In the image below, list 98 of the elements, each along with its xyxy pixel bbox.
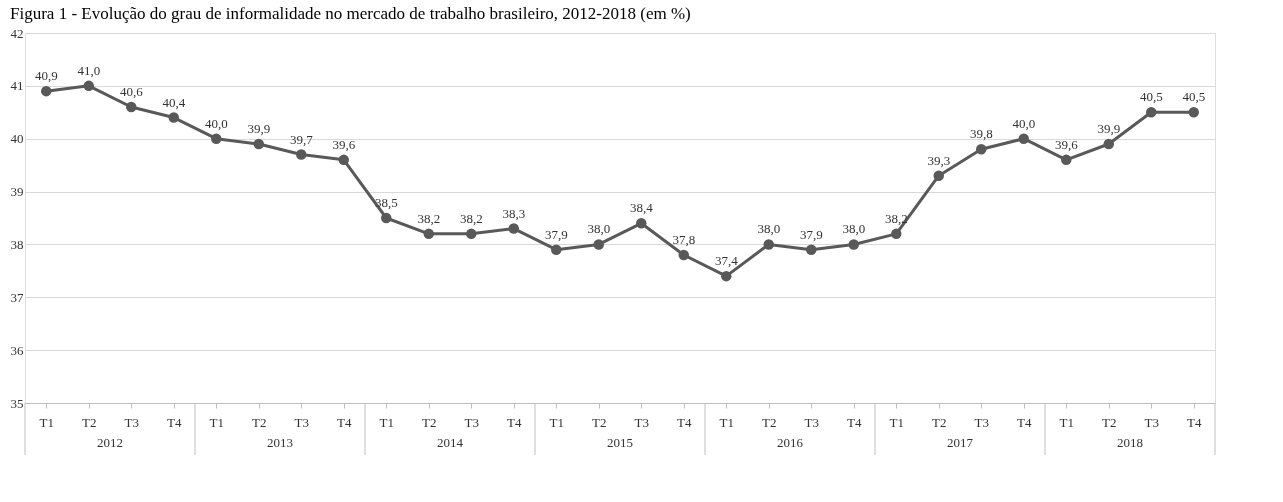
point: [848, 239, 859, 250]
data-label: 39,7: [289, 131, 314, 147]
x-tick-label: T3: [634, 414, 649, 430]
data-label: 40,0: [1012, 115, 1036, 131]
data-label: 39,8: [969, 126, 993, 142]
point: [891, 228, 902, 240]
y-tick-label: 37: [10, 289, 24, 305]
text: 2015: [607, 435, 633, 450]
x-tick-label: T4: [167, 414, 182, 430]
x-tick-label: T3: [464, 414, 479, 430]
point: [508, 223, 519, 234]
x-tick-label: T4: [1187, 414, 1202, 430]
data-label: 38,4: [629, 200, 654, 216]
point: [126, 101, 137, 113]
data-label: 40,9: [34, 68, 58, 84]
data-label: 37,8: [672, 232, 696, 247]
point: [168, 112, 179, 123]
data-label: 40,0: [204, 115, 228, 131]
point: [296, 149, 307, 160]
y-tick-label: 42: [10, 25, 24, 41]
text: 2017: [947, 435, 974, 450]
x-tick-label: T2: [1102, 414, 1117, 430]
point: [1103, 138, 1114, 150]
data-label: 40,6: [119, 84, 144, 99]
data-label: 39,6: [1054, 136, 1079, 152]
x-tick-label: T4: [337, 414, 352, 430]
x-tick-label: T3: [974, 414, 989, 430]
x-tick-label: T4: [507, 414, 522, 430]
x-tick-label: T2: [762, 414, 777, 430]
x-tick-label: T4: [677, 414, 692, 430]
x-tick-label: T3: [804, 414, 819, 430]
chart-title: Figura 1 - Evolução do grau de informalidade no mercado de trabalho brasileiro, 2012-2018 (em %): [10, 4, 691, 23]
y-tick-label: 36: [10, 342, 24, 358]
point: [806, 244, 817, 255]
point: [636, 218, 647, 229]
x-tick-label: T2: [422, 414, 437, 430]
point: [41, 85, 52, 97]
x-tick-label: T1: [1059, 414, 1074, 430]
point: [1061, 154, 1072, 166]
data-label: 39,6: [332, 136, 356, 152]
y-tick-label: 40: [10, 131, 24, 147]
text: 2014: [437, 435, 464, 450]
x-tick-label: T1: [379, 414, 394, 430]
data-label: 39,9: [247, 121, 271, 136]
x-tick-label: T1: [719, 414, 734, 430]
y-tick-label: 35: [10, 395, 24, 411]
data-label: 39,3: [927, 152, 951, 168]
point: [678, 249, 689, 261]
data-label: 38,2: [459, 210, 483, 226]
x-tick-label: T1: [549, 414, 564, 430]
x-tick-label: T2: [932, 414, 947, 430]
data-label: 40,5: [1182, 89, 1206, 105]
point: [933, 170, 944, 181]
point: [83, 80, 94, 92]
point: [211, 133, 222, 144]
y-tick-label: 39: [10, 184, 24, 200]
text: 2016: [777, 435, 804, 450]
data-label: 37,9: [799, 226, 823, 242]
text: 2012: [97, 435, 123, 450]
point: [721, 270, 732, 282]
y-tick-label: 41: [10, 78, 24, 94]
text: 2013: [267, 435, 293, 450]
point: [976, 144, 987, 155]
data-label: 40,4: [162, 94, 186, 110]
data-label: 38,3: [502, 205, 526, 221]
point: [551, 244, 562, 255]
text: 2018: [1117, 435, 1143, 450]
data-label: 37,9: [544, 226, 568, 242]
x-tick-label: T4: [1017, 414, 1032, 430]
point: [423, 228, 434, 240]
data-label: 38,0: [757, 221, 781, 237]
x-tick-label: T2: [592, 414, 607, 430]
y-tick-label: 38: [10, 236, 24, 252]
x-tick-label: T1: [39, 414, 54, 430]
point: [1146, 107, 1157, 118]
x-tick-label: T3: [124, 414, 139, 430]
point: [1188, 107, 1199, 118]
data-label: 38,2: [417, 210, 441, 226]
x-tick-label: T3: [294, 414, 309, 430]
data-label: 38,0: [842, 221, 866, 237]
point: [466, 228, 477, 240]
x-tick-label: T1: [209, 414, 224, 430]
point: [1018, 133, 1029, 144]
point: [763, 239, 774, 250]
data-label: 41,0: [77, 62, 101, 78]
point: [381, 212, 392, 224]
x-tick-label: T3: [1144, 414, 1159, 430]
x-tick-label: T2: [82, 414, 97, 430]
data-label: 37,4: [714, 253, 739, 269]
point: [593, 239, 604, 250]
x-tick-label: T1: [889, 414, 904, 430]
point: [338, 154, 349, 166]
x-tick-label: T4: [847, 414, 862, 430]
data-label: 38,0: [587, 221, 611, 237]
point: [253, 138, 264, 150]
data-label: 39,9: [1097, 121, 1121, 136]
data-label: 40,5: [1139, 89, 1163, 105]
x-tick-label: T2: [252, 414, 267, 430]
